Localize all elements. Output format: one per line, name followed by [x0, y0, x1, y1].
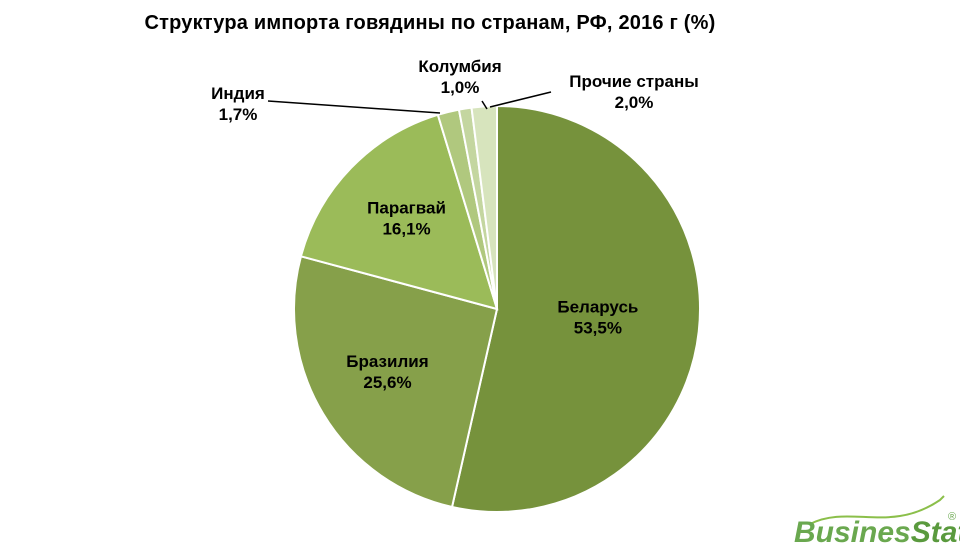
slice-value-label: 53,5%: [574, 318, 622, 337]
businesstat-logo: BusinesStat ®: [794, 495, 960, 548]
slice-category-label: Беларусь: [557, 297, 638, 316]
slice-value-label: 1,0%: [441, 78, 480, 97]
slice-label-2: Бразилия 25,6%: [346, 352, 428, 392]
slice-value-label: 2,0%: [615, 93, 654, 112]
leader-line-4: [267, 100, 441, 114]
slice-value-label: 25,6%: [363, 373, 411, 392]
slice-category-label: Индия: [211, 84, 265, 103]
slice-label-3: Парагвай 16,1%: [367, 198, 446, 238]
slice-value-label: 1,7%: [219, 105, 258, 124]
slice-category-label: Парагвай: [367, 198, 446, 217]
slice-category-label: Прочие страны: [569, 72, 698, 91]
leader-line-6: [489, 91, 552, 108]
logo-text: BusinesStat: [794, 516, 960, 548]
slice-label-6: Прочие страны 2,0%: [569, 72, 698, 112]
chart-title: Структура импорта говядины по странам, Р…: [144, 12, 716, 34]
slice-category-label: Бразилия: [346, 352, 428, 371]
logo-swoosh-icon: [809, 495, 945, 525]
slice-value-label: 16,1%: [382, 219, 430, 238]
pie-slice-1: [450, 104, 701, 513]
pie-slices: [293, 104, 701, 513]
leader-lines: [267, 91, 552, 114]
slice-label-4: Индия 1,7%: [211, 84, 265, 124]
slice-label-5: Колумбия 1,0%: [418, 57, 501, 97]
leader-line-5: [481, 100, 488, 110]
pie-slice-3: [299, 113, 499, 311]
pie-slice-2: [293, 255, 499, 509]
slice-labels: Беларусь 53,5% Бразилия 25,6% Парагвай 16,1% И…: [211, 57, 699, 392]
logo-registered: ®: [948, 511, 956, 523]
slice-category-label: Колумбия: [418, 57, 501, 76]
slice-label-1: Беларусь 53,5%: [557, 297, 638, 337]
